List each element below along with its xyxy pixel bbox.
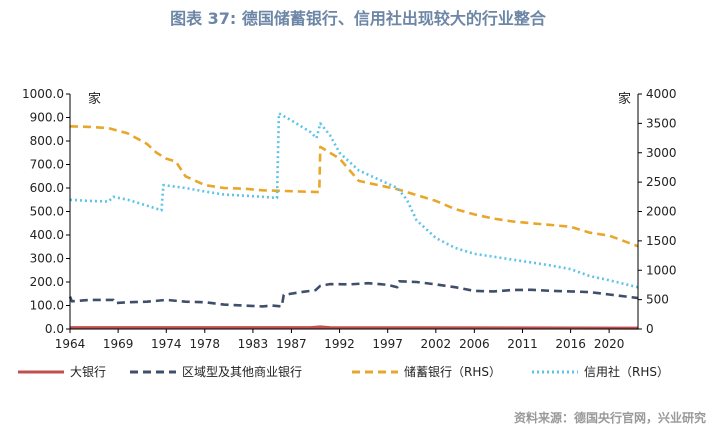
right-y-tick-label: 2500: [646, 175, 677, 189]
right-axis-unit: 家: [618, 91, 631, 107]
right-y-tick-label: 0: [646, 322, 654, 336]
x-tick-label: 1997: [372, 337, 403, 351]
left-y-tick-label: 0.0: [45, 322, 64, 336]
right-y-tick-label: 1500: [646, 234, 677, 248]
series-line-credit-unions: [69, 112, 639, 289]
left-y-tick-label: 100.0: [30, 299, 64, 313]
chart-title: 图表 37: 德国储蓄银行、信用社出现较大的行业整合: [170, 9, 547, 28]
legend-label-credit-unions: 信用社（RHS）: [584, 364, 669, 379]
series-line-large-banks: [70, 325, 639, 330]
right-y-tick-label: 1000: [646, 263, 677, 277]
right-y-tick-label: 3000: [646, 146, 677, 160]
left-y-tick-label: 300.0: [30, 252, 64, 266]
legend-label-savings-banks: 储蓄银行（RHS）: [404, 364, 501, 379]
axes: 0.0 100.0 200.0 300.0 400.0 500.0 600.0 700.0 80…: [22, 87, 677, 351]
source-note: 资料来源：德国央行官网，兴业研究: [514, 410, 706, 425]
right-y-tick-label: 2000: [646, 205, 677, 219]
legend-label-large-banks: 大银行: [70, 365, 106, 379]
right-y-tick-label: 500: [646, 293, 669, 307]
x-tick-label: 1992: [324, 337, 355, 351]
legend-label-regional-banks: 区域型及其他商业银行: [182, 364, 302, 379]
series-line-savings-banks: [69, 125, 639, 248]
x-tick-label: 1974: [151, 337, 182, 351]
series-line-regional-banks: [68, 279, 639, 308]
left-y-tick-label: 1000.0: [22, 87, 64, 101]
left-y-tick-label: 400.0: [30, 228, 64, 242]
x-tick-label: 2002: [421, 337, 452, 351]
x-tick-label: 1987: [276, 337, 307, 351]
left-y-tick-label: 600.0: [30, 181, 64, 195]
left-y-tick-label: 200.0: [30, 275, 64, 289]
right-y-tick-label: 3500: [646, 116, 677, 130]
left-y-tick-label: 800.0: [30, 134, 64, 148]
left-axis-unit: 家: [88, 91, 101, 107]
x-tick-label: 2016: [555, 337, 586, 351]
right-y-tick-label: 4000: [646, 87, 677, 101]
left-y-tick-label: 500.0: [30, 205, 64, 219]
x-tick-label: 1983: [238, 337, 269, 351]
x-tick-label: 2006: [459, 337, 490, 351]
x-tick-label: 1964: [55, 337, 86, 351]
plot-area: [68, 112, 639, 330]
x-tick-label: 1969: [103, 337, 134, 351]
x-tick-label: 2011: [507, 337, 538, 351]
x-tick-label: 2020: [594, 337, 625, 351]
left-y-tick-label: 700.0: [30, 158, 64, 172]
x-tick-label: 1978: [190, 337, 221, 351]
legend: 大银行 区域型及其他商业银行 储蓄银行（RHS） 信用社（RHS）: [18, 364, 669, 379]
left-y-tick-label: 900.0: [30, 111, 64, 125]
